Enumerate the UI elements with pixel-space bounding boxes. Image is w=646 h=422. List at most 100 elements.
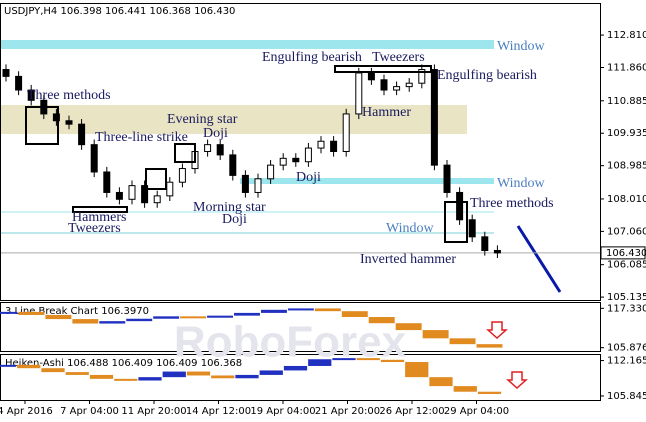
candle-body (393, 86, 401, 91)
line-break-brick (449, 338, 476, 345)
line-break-brick (0, 311, 18, 314)
candle-body (443, 164, 451, 193)
candle-body (456, 191, 464, 221)
candle-body (317, 140, 325, 149)
heiken-ashi-bar (89, 374, 114, 379)
candle-body (166, 181, 174, 197)
x-tick-label: 29 Apr 04:00 (444, 406, 509, 417)
candle-body (367, 72, 375, 81)
heiken-ashi-bar (17, 364, 41, 369)
pattern-box (174, 143, 196, 163)
heiken-ashi-bar (405, 362, 429, 378)
line-break-brick (180, 316, 207, 319)
heiken-ashi-bar (259, 370, 283, 375)
x-tick-label: 26 Apr 12:00 (379, 406, 444, 417)
heiken-ashi-bar (235, 374, 259, 379)
candle-body (405, 82, 413, 88)
pattern-box (145, 168, 167, 190)
line-break-panel (0, 302, 601, 352)
candle-body (153, 195, 161, 204)
line-break-brick (126, 318, 153, 322)
y-tick-label: 105.845 (607, 391, 646, 402)
pattern-box (444, 201, 468, 243)
y-tick-label: 112.810 (607, 30, 646, 41)
candle-body (430, 69, 438, 166)
pattern-label: Doji (222, 212, 247, 227)
heiken-ashi-bar (162, 371, 186, 378)
candle-body (304, 147, 312, 163)
x-tick-label: 4 Apr 2016 (0, 406, 53, 417)
pattern-label: Engulfing bearish (262, 50, 362, 65)
line-break-brick (260, 309, 287, 313)
heiken-ashi-bar (65, 372, 89, 375)
pattern-label: Doji (296, 170, 321, 185)
y-tick-label: 109.935 (607, 128, 646, 139)
pattern-box (25, 106, 59, 145)
line-break-brick (153, 316, 180, 319)
line-break-brick (207, 315, 234, 318)
heiken-ashi-bar (138, 377, 162, 381)
x-tick-label: 19 Apr 04:00 (250, 406, 315, 417)
chart-title: USDJPY,H4 106.398 106.441 106.368 106.43… (4, 6, 235, 17)
pattern-label: Inverted hammer (360, 252, 456, 267)
heiken-ashi-bar (429, 377, 453, 387)
line-break-brick (368, 317, 395, 324)
heiken-ashi-bar (186, 371, 211, 376)
pattern-label: Evening star (167, 112, 238, 127)
line-break-brick (72, 319, 99, 324)
panel-title: 3 Line Break Chart 106.3970 (5, 306, 149, 317)
pattern-label: Tweezers (372, 50, 425, 65)
line-break-brick (234, 312, 260, 316)
candle-body (355, 72, 363, 115)
candle-body (103, 171, 111, 193)
pattern-label: Hammer (362, 105, 411, 120)
window-label: Window (386, 221, 435, 236)
pattern-label: Three methods (470, 196, 554, 211)
candle-body (178, 168, 186, 183)
candle-body (468, 219, 476, 238)
pattern-box (334, 65, 432, 73)
candle-body (52, 113, 60, 122)
candle-body (481, 236, 489, 251)
candle-body (90, 144, 98, 173)
pattern-label: Engulfing bearish (437, 68, 537, 83)
y-tick-label: 105.8764 (607, 343, 646, 354)
candle-body (204, 144, 212, 152)
y-tick-label: 105.135 (607, 292, 646, 303)
heiken-ashi-bar (283, 365, 308, 371)
candle-body (279, 157, 287, 166)
pattern-label: Hammers (72, 210, 126, 225)
heiken-ashi-bar (453, 386, 477, 392)
panel-title: Heiken-Ashi 106.488 106.409 106.409 106.… (5, 358, 242, 369)
candle-body (330, 140, 338, 152)
line-break-brick (314, 308, 341, 312)
y-tick-label: 108.985 (607, 161, 646, 172)
y-tick-label: 107.060 (607, 226, 646, 237)
candle-body (128, 185, 136, 200)
heiken-ashi-bar (477, 391, 502, 394)
pattern-box (72, 206, 128, 213)
candle-body (342, 113, 350, 152)
x-tick-label: 7 Apr 04:00 (60, 406, 119, 417)
candle-body (115, 191, 123, 200)
line-break-brick (45, 314, 72, 320)
candle-body (254, 178, 262, 193)
candle-body (418, 69, 426, 84)
window-label: Window (497, 39, 546, 54)
pattern-label: Three-line strike (95, 130, 188, 145)
window-label: Window (497, 176, 546, 191)
heiken-ashi-bar (356, 358, 380, 361)
candle-body (267, 164, 275, 180)
heiken-ashi-bar (332, 358, 356, 361)
x-tick-label: 11 Apr 20:00 (121, 406, 186, 417)
candle-body (229, 154, 237, 176)
candle-body (216, 144, 224, 156)
candle-body (65, 120, 73, 125)
heiken-ashi-bar (41, 368, 65, 373)
candle-body (241, 174, 249, 193)
y-tick-label: 108.010 (607, 194, 646, 205)
line-break-brick (341, 311, 368, 318)
candle-body (2, 69, 10, 77)
price-label: 106.430 (606, 248, 646, 259)
